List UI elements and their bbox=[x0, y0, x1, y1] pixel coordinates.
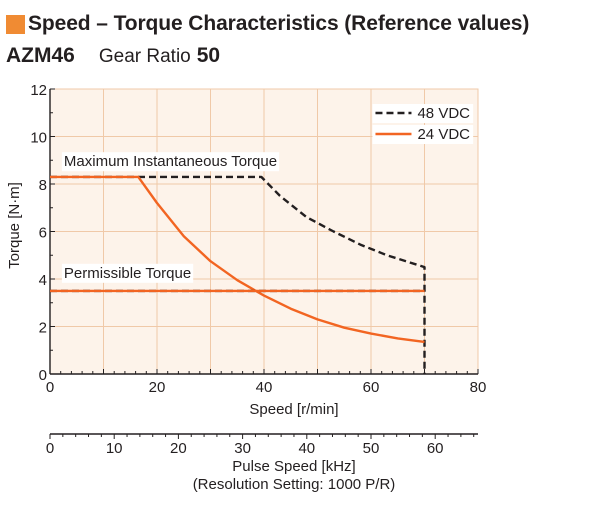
gear-ratio-label: Gear Ratio bbox=[98, 46, 191, 67]
y-tick-label: 2 bbox=[39, 320, 47, 337]
annotation-background bbox=[61, 152, 280, 172]
annotation-background bbox=[61, 263, 194, 283]
legend-label-48-vdc: 48 VDC bbox=[417, 105, 470, 122]
legend-background bbox=[372, 104, 474, 123]
y-tick-label: 12 bbox=[30, 82, 47, 99]
annotation-max-instantaneous-torque: Maximum Instantaneous Torque bbox=[64, 153, 277, 170]
page-title: Speed – Torque Characteristics (Referenc… bbox=[6, 11, 529, 37]
y-tick-label: 8 bbox=[39, 177, 47, 194]
x-tick-label: 60 bbox=[363, 379, 380, 396]
pulse-speed-tick-label: 10 bbox=[106, 440, 123, 457]
x-axis-title: Speed [r/min] bbox=[249, 401, 338, 418]
pulse-speed-tick-label: 40 bbox=[298, 440, 315, 457]
x-tick-label: 80 bbox=[470, 379, 487, 396]
pulse-speed-tick-label: 60 bbox=[427, 440, 444, 457]
model-heading: AZM46 Gear Ratio 50 bbox=[6, 44, 220, 72]
series-line-24-vdc bbox=[50, 175, 425, 344]
pulse-speed-tick-label: 0 bbox=[46, 440, 54, 457]
x-tick-label: 40 bbox=[256, 379, 273, 396]
legend-label-24-vdc: 24 VDC bbox=[417, 126, 470, 143]
pulse-speed-tick-label: 20 bbox=[170, 440, 187, 457]
legend-background bbox=[372, 125, 474, 144]
y-tick-label: 0 bbox=[39, 367, 47, 384]
y-tick-label: 6 bbox=[39, 225, 47, 242]
y-tick-label: 10 bbox=[30, 130, 47, 147]
x-tick-label: 0 bbox=[46, 379, 54, 396]
pulse-speed-tick-label: 50 bbox=[363, 440, 380, 457]
annotation-permissible-torque: Permissible Torque bbox=[64, 265, 191, 282]
series-line-48-vdc bbox=[50, 175, 426, 374]
pulse-speed-axis-title: Pulse Speed [kHz] bbox=[232, 458, 355, 475]
resolution-setting-note: (Resolution Setting: 1000 P/R) bbox=[193, 476, 396, 493]
title-bullet-square bbox=[6, 14, 25, 34]
model-name: AZM46 bbox=[6, 44, 75, 67]
y-axis-title: Torque [N·m] bbox=[6, 182, 23, 269]
chart-title: Speed – Torque Characteristics (Referenc… bbox=[28, 12, 530, 35]
x-tick-label: 20 bbox=[149, 379, 166, 396]
pulse-speed-tick-label: 30 bbox=[234, 440, 251, 457]
y-tick-label: 4 bbox=[39, 272, 47, 289]
gear-ratio-value: 50 bbox=[196, 44, 221, 67]
